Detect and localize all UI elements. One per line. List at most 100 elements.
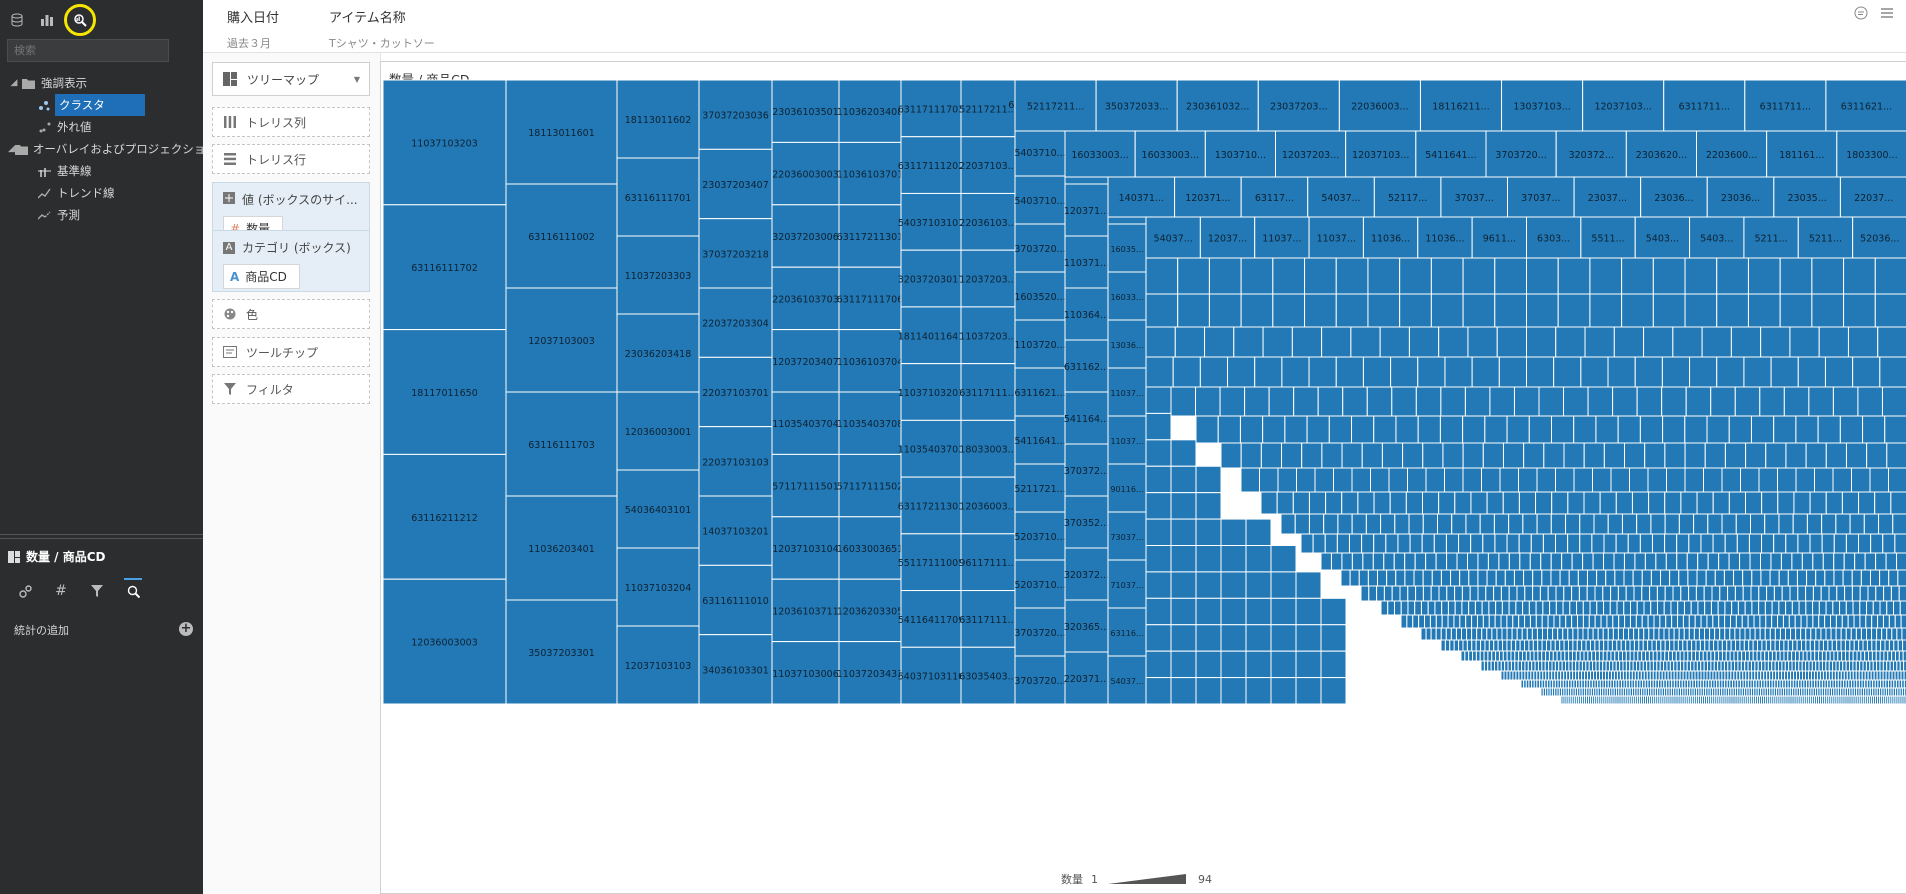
treemap-tile[interactable] <box>1494 660 1499 672</box>
treemap-tile[interactable] <box>1664 650 1670 662</box>
treemap-tile[interactable] <box>1407 467 1427 493</box>
treemap-tile[interactable] <box>1639 660 1644 672</box>
treemap-tile[interactable] <box>1693 513 1709 535</box>
treemap-tile[interactable] <box>1589 293 1623 328</box>
treemap-tile[interactable] <box>1748 650 1754 662</box>
treemap-tile[interactable] <box>1502 491 1520 515</box>
treemap-tile[interactable] <box>1841 614 1849 629</box>
treemap-tile[interactable] <box>1825 650 1831 662</box>
treemap-tile[interactable] <box>1673 627 1680 641</box>
treemap-tile[interactable] <box>1483 660 1489 672</box>
treemap-tile[interactable] <box>1663 600 1672 616</box>
treemap-tile[interactable] <box>1852 660 1857 672</box>
treemap-tile[interactable] <box>1663 660 1668 672</box>
treemap-tile[interactable] <box>1791 600 1800 616</box>
treemap-tile[interactable]: 5211721... <box>1014 463 1066 513</box>
treemap-tile[interactable] <box>1889 660 1894 672</box>
treemap-tile[interactable] <box>1649 660 1654 672</box>
treemap-tile[interactable] <box>1440 386 1466 417</box>
treemap-tile[interactable]: 63117111... <box>959 363 1017 421</box>
treemap-tile[interactable]: 57117111502 <box>837 453 904 518</box>
treemap-tile[interactable]: 23037203407 <box>698 148 773 220</box>
treemap-tile[interactable] <box>1798 650 1804 662</box>
treemap-tile[interactable] <box>1748 639 1754 652</box>
treemap-tile[interactable] <box>1842 569 1853 587</box>
treemap-tile[interactable] <box>1678 513 1695 535</box>
treemap-tile[interactable] <box>1851 569 1862 587</box>
treemap-tile[interactable] <box>1639 533 1653 554</box>
treemap-tile[interactable] <box>1653 627 1660 641</box>
treemap-tile[interactable] <box>1518 614 1526 629</box>
treemap-tile[interactable] <box>1362 552 1374 571</box>
treemap-tile[interactable] <box>1603 442 1626 469</box>
treemap-tile[interactable] <box>1800 614 1808 629</box>
treemap-tile[interactable] <box>1871 614 1879 629</box>
treemap-tile[interactable] <box>1717 639 1723 652</box>
treemap-tile[interactable] <box>1824 356 1854 388</box>
treemap-tile[interactable] <box>1320 650 1347 679</box>
treemap-tile[interactable]: 12036103711 <box>771 578 840 643</box>
treemap-tile[interactable] <box>1757 639 1763 652</box>
treemap-tile[interactable] <box>1874 257 1906 295</box>
treemap-tile[interactable]: 63116... <box>1107 607 1147 657</box>
treemap-tile[interactable] <box>1651 533 1666 554</box>
treemap-tile[interactable] <box>1750 415 1775 444</box>
treemap-tile[interactable] <box>1579 513 1595 535</box>
treemap-tile[interactable] <box>1513 386 1540 417</box>
treemap-tile[interactable] <box>1522 650 1527 662</box>
treemap-tile[interactable]: 320365... <box>1064 599 1109 653</box>
treemap-tile[interactable]: 18117011650 <box>382 329 507 455</box>
treemap-tile[interactable] <box>1815 569 1826 587</box>
treemap-tile[interactable] <box>1475 650 1481 662</box>
treemap-tile[interactable] <box>1754 660 1759 672</box>
treemap-tile[interactable]: 3703720... <box>1485 130 1557 178</box>
treemap-tile[interactable] <box>1838 660 1844 672</box>
treemap-tile[interactable] <box>1669 569 1680 587</box>
treemap-tile[interactable] <box>1277 467 1297 493</box>
treemap-tile[interactable] <box>1827 639 1833 652</box>
treemap-tile[interactable] <box>1588 660 1594 672</box>
treemap-tile[interactable]: 23037203... <box>1257 79 1340 132</box>
treemap-tile[interactable] <box>1552 627 1559 641</box>
treemap-tile[interactable] <box>1777 467 1797 493</box>
treemap-tile[interactable] <box>1661 356 1691 388</box>
treemap-tile[interactable] <box>1618 614 1626 629</box>
treemap-tile[interactable] <box>1631 491 1650 515</box>
treemap-tile[interactable] <box>1828 660 1834 672</box>
treemap-tile[interactable] <box>1641 614 1649 629</box>
treemap-tile[interactable]: 5403710... <box>1014 127 1066 177</box>
treemap-tile[interactable] <box>1814 639 1820 652</box>
treemap-tile[interactable] <box>1395 415 1419 444</box>
treemap-tile[interactable]: 6311711... <box>1663 79 1746 132</box>
treemap-tile[interactable] <box>1499 467 1519 493</box>
treemap-tile[interactable] <box>1592 552 1605 571</box>
chart-type-select[interactable]: ツリーマップ ▼ <box>212 62 370 96</box>
treemap-tile[interactable] <box>1871 639 1877 652</box>
treemap-tile[interactable] <box>1317 386 1344 417</box>
treemap-tile[interactable]: 52117211... <box>1014 79 1097 132</box>
treemap-tile[interactable] <box>1879 650 1885 662</box>
treemap-tile[interactable] <box>1321 326 1352 358</box>
treemap-tile[interactable] <box>1811 257 1845 295</box>
treemap-tile[interactable] <box>1735 513 1751 535</box>
treemap-tile[interactable]: 5403... <box>1634 216 1691 259</box>
treemap-tile[interactable] <box>1696 491 1714 515</box>
treemap-tile[interactable] <box>1395 569 1406 587</box>
treemap-tile[interactable] <box>1527 660 1533 672</box>
treemap-tile[interactable] <box>1716 257 1749 295</box>
treemap-tile[interactable]: 18113011601 <box>505 79 618 185</box>
treemap-tile[interactable]: 110364... <box>1064 287 1109 341</box>
treemap-tile[interactable] <box>1785 533 1799 554</box>
treemap-tile[interactable] <box>1706 614 1714 629</box>
tooltip-drop[interactable]: ツールチップ <box>212 337 370 367</box>
treemap-tile[interactable]: 11035403703 <box>898 419 965 478</box>
treemap-tile[interactable] <box>1794 614 1802 629</box>
treemap-tile[interactable] <box>1500 585 1510 602</box>
treemap-tile[interactable] <box>1508 552 1521 571</box>
treemap-tile[interactable] <box>1594 585 1604 602</box>
treemap-tile[interactable] <box>1498 650 1504 662</box>
treemap-tile[interactable] <box>1845 600 1854 616</box>
treemap-tile[interactable] <box>1471 614 1478 629</box>
treemap-tile[interactable] <box>1835 627 1842 641</box>
treemap-tile[interactable] <box>1832 600 1841 616</box>
